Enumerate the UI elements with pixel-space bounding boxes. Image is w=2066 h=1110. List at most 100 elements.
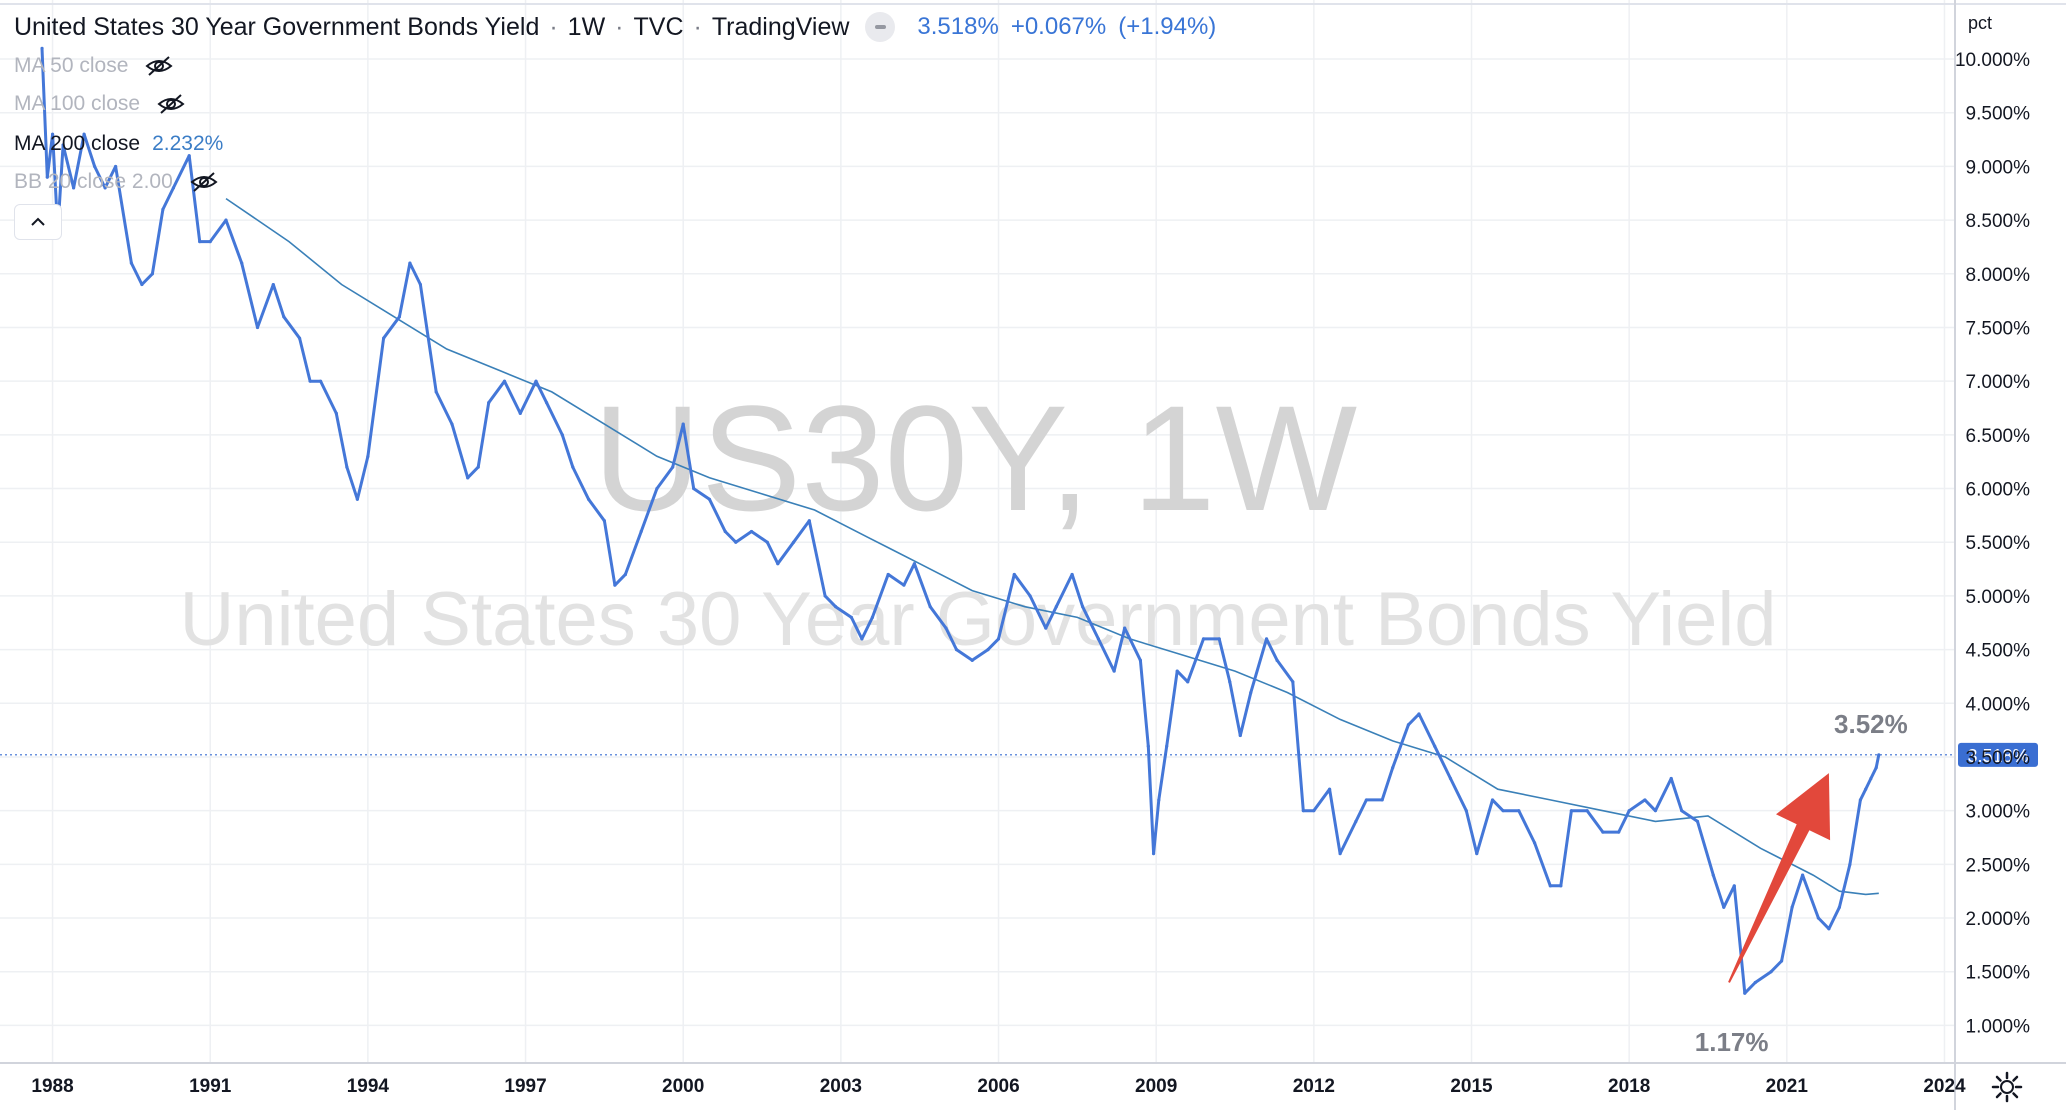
data-point — [418, 282, 423, 287]
x-tick-label: 2003 — [820, 1076, 862, 1097]
data-point — [1864, 787, 1868, 791]
y-tick-label: 6.500% — [1966, 426, 2031, 447]
data-point — [749, 529, 754, 534]
data-point — [1464, 809, 1468, 813]
data-point — [1790, 905, 1794, 909]
y-tick-label: 9.500% — [1966, 104, 2031, 125]
eye-off-icon[interactable] — [144, 54, 174, 78]
data-point — [129, 261, 133, 265]
data-point — [1559, 884, 1563, 888]
x-tick-label: 2012 — [1293, 1076, 1335, 1097]
eye-off-icon[interactable] — [156, 92, 186, 116]
data-point — [1275, 658, 1279, 662]
y-tick-label: 1.000% — [1966, 1016, 2031, 1037]
data-point — [466, 476, 470, 480]
data-point — [707, 497, 712, 501]
y-tick-label: 1.500% — [1966, 963, 2031, 984]
x-tick-label: 2021 — [1766, 1076, 1809, 1097]
data-point — [734, 540, 738, 544]
price-change-percent: (+1.94%) — [1118, 13, 1217, 40]
indicator-bb20[interactable]: BB 20 close 2.00 — [14, 170, 219, 194]
data-point — [560, 433, 564, 437]
gear-icon[interactable] — [1990, 1070, 2024, 1104]
collapse-legend-button[interactable] — [14, 204, 62, 240]
data-point — [1816, 916, 1820, 920]
data-point — [1627, 809, 1631, 813]
data-point — [1653, 809, 1658, 813]
data-point — [1228, 680, 1232, 684]
data-point — [1157, 798, 1161, 802]
high-annotation: 3.52% — [1834, 709, 1908, 739]
price-label: 3.518% — [1967, 746, 2028, 766]
data-point — [1490, 798, 1495, 802]
data-point — [776, 562, 780, 566]
price-scale-unit: pct — [1968, 13, 1992, 33]
x-tick-label: 1994 — [347, 1076, 390, 1097]
data-point — [50, 132, 55, 136]
x-tick-label: 2024 — [1923, 1076, 1966, 1097]
data-point — [587, 497, 591, 501]
data-point — [71, 186, 76, 190]
chart-header: United States 30 Year Government Bonds Y… — [14, 12, 1217, 42]
data-point — [1146, 744, 1150, 748]
market-status-icon[interactable] — [865, 12, 896, 42]
data-point — [1874, 766, 1878, 770]
eye-off-icon[interactable] — [189, 170, 219, 194]
data-point — [970, 658, 974, 662]
indicator-ma200[interactable]: MA 200 close 2.232% — [14, 132, 223, 156]
data-point — [655, 486, 659, 491]
y-tick-label: 5.500% — [1966, 533, 2031, 554]
data-point — [1112, 669, 1116, 673]
data-point — [150, 272, 155, 276]
data-point — [1753, 980, 1757, 985]
data-point — [723, 529, 727, 534]
data-point — [765, 540, 769, 544]
data-point — [1680, 809, 1684, 813]
y-tick-label: 4.000% — [1966, 694, 2031, 715]
data-point — [161, 207, 165, 211]
data-point — [1354, 819, 1358, 824]
data-point — [1711, 873, 1715, 877]
data-point — [1238, 733, 1242, 738]
data-point — [1643, 798, 1647, 802]
data-point — [1406, 723, 1411, 727]
data-point — [1070, 572, 1074, 577]
data-point — [1165, 744, 1169, 748]
data-point — [1585, 809, 1589, 813]
data-point — [1743, 991, 1747, 995]
data-point — [944, 626, 948, 630]
data-point — [886, 572, 890, 577]
data-point — [1364, 798, 1368, 802]
data-point — [1601, 830, 1605, 834]
data-point — [1054, 605, 1058, 609]
data-point — [1779, 959, 1784, 963]
trend-arrow — [1728, 773, 1831, 983]
data-point — [103, 186, 107, 190]
data-point — [1548, 884, 1552, 888]
indicator-ma100[interactable]: MA 100 close — [14, 92, 186, 116]
data-point — [1732, 884, 1736, 888]
x-tick-label: 1991 — [189, 1076, 232, 1097]
x-tick-label: 2000 — [662, 1076, 704, 1097]
interval-label[interactable]: 1W — [567, 12, 606, 41]
data-point — [1012, 572, 1016, 577]
data-point — [114, 164, 118, 169]
y-tick-label: 2.500% — [1966, 855, 2031, 876]
symbol-title[interactable]: United States 30 Year Government Bonds Y… — [14, 12, 540, 41]
data-point — [187, 154, 191, 158]
indicator-ma50[interactable]: MA 50 close — [14, 54, 174, 78]
data-point — [602, 519, 606, 523]
data-point — [1175, 669, 1179, 673]
data-point — [996, 637, 1001, 641]
data-point — [1517, 809, 1521, 813]
data-point — [518, 411, 522, 415]
y-tick-label: 3.500% — [1966, 748, 2031, 769]
data-point — [870, 615, 874, 619]
data-point — [1301, 809, 1305, 813]
exchange-label: TVC — [633, 12, 684, 41]
data-point — [1448, 776, 1453, 781]
watermark-symbol: US30Y, 1W — [593, 374, 1358, 542]
data-point — [986, 648, 990, 652]
